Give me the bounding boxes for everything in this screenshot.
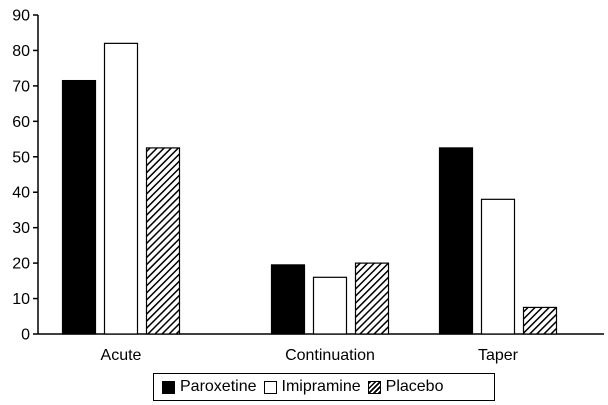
legend-swatch xyxy=(367,380,381,394)
bar-placebo-taper xyxy=(522,306,558,335)
y-tick-label: 90 xyxy=(12,8,30,25)
bar-placebo-continuation xyxy=(354,262,390,335)
bar-paroxetine-taper xyxy=(438,147,474,335)
y-tick-label: 0 xyxy=(21,327,30,344)
legend: Paroxetine Imipramine Placebo xyxy=(153,373,495,401)
bars xyxy=(61,42,558,335)
legend-swatch xyxy=(263,380,277,394)
bar-paroxetine-acute xyxy=(61,79,97,335)
y-tick-label: 20 xyxy=(12,256,30,273)
bar-imipramine-continuation xyxy=(312,276,348,335)
bar-placebo-acute xyxy=(145,147,181,335)
y-tick-label: 50 xyxy=(12,149,30,166)
y-tick-label: 80 xyxy=(12,43,30,60)
labels: 0 10 20 30 40 50 60 70 80 90 Acute Continuation Tape… xyxy=(12,8,518,365)
bar-imipramine-acute xyxy=(103,42,139,335)
bar-chart: 0 10 20 30 40 50 60 70 80 90 Acute Continuation Tape… xyxy=(12,8,604,365)
y-tick-label: 60 xyxy=(12,114,30,131)
legend-label: Imipramine xyxy=(281,378,361,395)
y-tick-label: 30 xyxy=(12,220,30,237)
y-tick-label: 40 xyxy=(12,185,30,202)
y-tick-label: 70 xyxy=(12,78,30,95)
category-label: Continuation xyxy=(285,347,375,364)
category-label: Acute xyxy=(101,347,142,364)
legend-item-paroxetine: Paroxetine xyxy=(162,378,257,396)
legend-swatch xyxy=(162,380,175,394)
bar-paroxetine-continuation xyxy=(270,264,306,335)
legend-label: Placebo xyxy=(385,378,444,395)
category-label: Taper xyxy=(478,347,519,364)
legend-label: Paroxetine xyxy=(180,378,257,395)
y-tick-label: 10 xyxy=(12,291,30,308)
legend-item-imipramine: Imipramine xyxy=(263,378,361,396)
bar-imipramine-taper xyxy=(480,198,516,335)
legend-item-placebo: Placebo xyxy=(367,378,444,396)
